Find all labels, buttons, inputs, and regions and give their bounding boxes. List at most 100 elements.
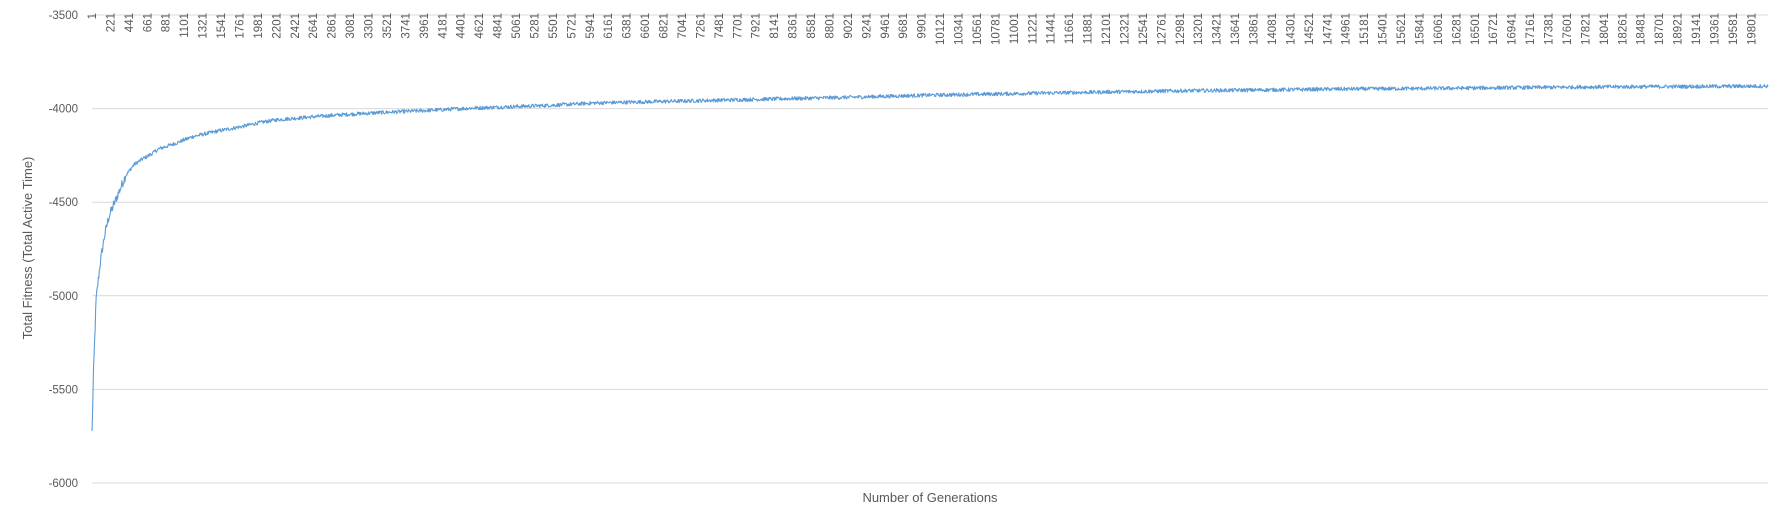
x-tick-label: 11221 (1027, 13, 1039, 44)
x-tick-label: 3961 (419, 13, 431, 39)
x-tick-label: 18041 (1599, 13, 1611, 45)
x-tick-label: 9901 (917, 13, 929, 39)
x-tick-label: 13201 (1193, 13, 1205, 45)
x-tick-label: 12321 (1119, 13, 1131, 45)
x-tick-label: 7481 (714, 13, 726, 39)
x-tick-label: 17381 (1544, 13, 1556, 45)
x-tick-label: 10781 (990, 13, 1002, 45)
x-tick-label: 9681 (898, 13, 910, 39)
x-tick-label: 16721 (1488, 13, 1500, 45)
x-tick-label: 5941 (585, 13, 597, 39)
x-tick-label: 3741 (400, 13, 412, 39)
x-tick-label: 13861 (1249, 13, 1261, 45)
x-tick-label: 2421 (290, 13, 302, 39)
y-tick-label: -5000 (49, 291, 78, 303)
x-tick-label: 11001 (1009, 13, 1021, 44)
y-tick-label: -3500 (49, 10, 78, 22)
x-tick-label: 18921 (1673, 13, 1685, 45)
x-tick-label: 10561 (972, 13, 984, 45)
x-tick-label: 16501 (1470, 13, 1482, 45)
x-tick-label: 1981 (253, 13, 265, 39)
x-tick-label: 19361 (1709, 13, 1721, 45)
x-tick-label: 15181 (1359, 13, 1371, 45)
x-tick-label: 3081 (345, 13, 357, 39)
x-tick-label: 17601 (1562, 13, 1574, 45)
x-tick-label: 19581 (1728, 13, 1740, 45)
x-tick-label: 14301 (1285, 13, 1297, 45)
fitness-series-line (91, 83, 1769, 432)
x-tick-label: 15841 (1414, 13, 1426, 45)
x-tick-label: 1 (87, 13, 99, 19)
x-tick-label: 12101 (1101, 13, 1113, 45)
x-tick-label: 11661 (1064, 13, 1076, 44)
x-tick-label: 2861 (327, 13, 339, 39)
x-tick-label: 2641 (308, 13, 320, 39)
x-axis-title: Number of Generations (862, 490, 998, 505)
x-tick-label: 2201 (271, 13, 283, 39)
x-axis-tick-labels: 1 221 441 661 881 1101 1321 1541 1761 1981 2201 242… (87, 13, 1758, 45)
x-tick-label: 12541 (1138, 13, 1150, 45)
x-tick-label: 19801 (1746, 13, 1758, 45)
x-tick-label: 6161 (603, 13, 615, 39)
horizontal-gridlines (92, 14, 1768, 484)
x-tick-label: 1541 (216, 13, 228, 39)
x-tick-label: 18481 (1636, 13, 1648, 45)
x-tick-label: 5501 (548, 13, 560, 39)
x-tick-label: 7041 (677, 13, 689, 39)
x-tick-label: 18261 (1617, 13, 1629, 45)
x-tick-label: 16061 (1433, 13, 1445, 45)
x-tick-label: 15401 (1378, 13, 1390, 45)
x-tick-label: 8581 (806, 13, 818, 39)
x-tick-label: 9241 (861, 13, 873, 39)
x-tick-label: 7921 (751, 13, 763, 39)
x-tick-label: 12981 (1175, 13, 1187, 45)
x-tick-label: 7701 (732, 13, 744, 39)
x-tick-label: 8801 (824, 13, 836, 39)
x-tick-label: 4401 (456, 13, 468, 39)
x-tick-label: 5061 (511, 13, 523, 39)
x-tick-label: 6821 (659, 13, 671, 39)
x-tick-label: 11881 (1083, 13, 1095, 44)
x-tick-label: 3521 (382, 13, 394, 39)
x-tick-label: 4621 (474, 13, 486, 39)
x-tick-label: 11441 (1046, 13, 1058, 44)
x-tick-label: 10121 (935, 13, 947, 45)
x-tick-label: 13421 (1212, 13, 1224, 45)
x-tick-label: 4841 (493, 13, 505, 39)
x-tick-label: 13641 (1230, 13, 1242, 45)
y-tick-label: -5500 (49, 384, 78, 396)
x-tick-label: 17161 (1525, 13, 1537, 45)
x-tick-label: 881 (161, 13, 173, 32)
x-tick-label: 1761 (234, 13, 246, 39)
x-tick-label: 1321 (198, 13, 210, 39)
x-tick-label: 10341 (954, 13, 966, 45)
y-tick-label: -6000 (49, 478, 78, 490)
x-tick-label: 14961 (1341, 13, 1353, 45)
x-tick-label: 12761 (1156, 13, 1168, 45)
x-tick-label: 1101 (179, 13, 191, 38)
x-tick-label: 441 (124, 13, 136, 32)
x-tick-label: 8141 (769, 13, 781, 39)
x-tick-label: 5721 (566, 13, 578, 39)
x-tick-label: 221 (105, 13, 117, 32)
x-tick-label: 19141 (1691, 13, 1703, 45)
x-tick-label: 14081 (1267, 13, 1279, 45)
x-tick-label: 7261 (695, 13, 707, 39)
x-tick-label: 16941 (1507, 13, 1519, 45)
y-axis-tick-labels: -3500 -4000 -4500 -5000 -5500 -6000 (49, 10, 78, 490)
x-tick-label: 18701 (1654, 13, 1666, 45)
x-tick-label: 16281 (1451, 13, 1463, 45)
x-tick-label: 9461 (880, 13, 892, 39)
x-tick-label: 6601 (640, 13, 652, 39)
x-tick-label: 8361 (788, 13, 800, 39)
y-axis-title: Total Fitness (Total Active Time) (20, 157, 35, 340)
y-tick-label: -4500 (49, 197, 78, 209)
x-tick-label: 3301 (364, 13, 376, 39)
y-tick-label: -4000 (49, 104, 78, 116)
x-tick-label: 9021 (843, 13, 855, 39)
x-tick-label: 17821 (1580, 13, 1592, 45)
x-tick-label: 4181 (437, 13, 449, 39)
x-tick-label: 15621 (1396, 13, 1408, 45)
x-tick-label: 14521 (1304, 13, 1316, 45)
